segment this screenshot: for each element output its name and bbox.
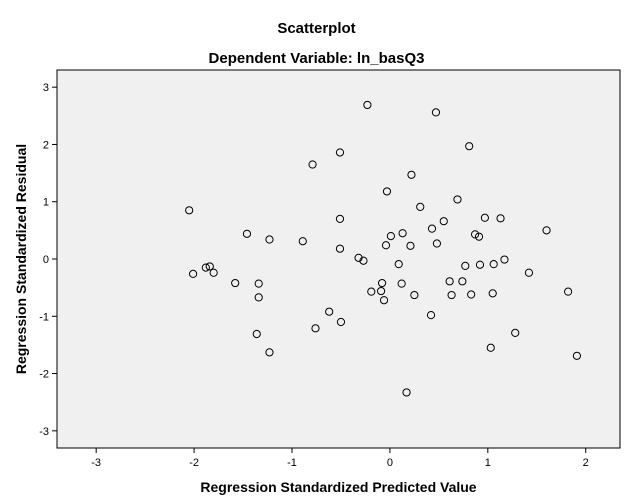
data-point [407, 170, 416, 179]
data-point [359, 256, 368, 265]
data-point [470, 230, 480, 239]
y-tick-label: 3 [43, 82, 49, 94]
data-point [254, 279, 263, 288]
data-point [382, 187, 392, 196]
data-point [386, 231, 395, 241]
data-point [402, 388, 411, 397]
data-point [445, 277, 454, 286]
data-point [367, 287, 376, 296]
x-axis-title: Regression Standardized Predicted Value [200, 479, 476, 495]
data-point [397, 279, 406, 288]
data-point [427, 224, 437, 233]
data-point [335, 244, 345, 253]
data-point [572, 351, 582, 360]
data-point [205, 262, 214, 271]
data-point [542, 226, 551, 235]
data-point [488, 289, 497, 298]
data-point [335, 214, 345, 224]
data-point [311, 324, 320, 333]
y-tick-label: -1 [39, 311, 49, 323]
x-tick-label: 1 [485, 457, 491, 469]
data-point [447, 290, 456, 300]
data-point [231, 278, 240, 288]
data-point [308, 160, 317, 169]
y-tick-label: -3 [39, 426, 49, 438]
y-tick-label: -2 [39, 369, 49, 381]
data-point [416, 202, 425, 211]
y-tick-label: 0 [43, 254, 49, 266]
data-point [465, 142, 474, 151]
data-point [406, 241, 415, 250]
x-tick-label: 2 [583, 457, 589, 469]
x-axis-ticks: -3 -2 -1 0 1 2 [91, 448, 589, 469]
data-point [254, 293, 263, 302]
data-point [511, 328, 520, 337]
data-point [398, 229, 407, 238]
data-point [335, 148, 345, 157]
y-tick-label: 1 [43, 197, 49, 209]
data-point [325, 307, 334, 316]
x-tick-label: -2 [189, 457, 199, 469]
data-point [475, 260, 485, 269]
x-tick-label: 0 [387, 457, 393, 469]
data-point [201, 263, 210, 272]
data-point [379, 296, 389, 305]
data-point [242, 229, 252, 238]
data-point [432, 239, 442, 248]
x-tick-label: -1 [287, 457, 297, 469]
plot-area [56, 69, 621, 449]
data-point [376, 286, 386, 296]
scatter-points [185, 100, 582, 397]
data-point [252, 329, 261, 339]
data-point [458, 277, 467, 286]
data-point [496, 214, 505, 223]
data-point [410, 290, 419, 300]
data-point [209, 268, 218, 277]
data-point [381, 241, 391, 250]
data-point [265, 235, 274, 244]
chart-subtitle: Dependent Variable: ln_basQ3 [208, 50, 425, 67]
data-point [336, 317, 346, 327]
data-point [480, 213, 489, 222]
data-point [467, 290, 476, 299]
data-point [426, 311, 436, 320]
data-point [377, 278, 387, 288]
data-point [500, 255, 509, 264]
x-tick-label: -3 [91, 457, 101, 469]
data-point [431, 108, 441, 117]
data-point [564, 287, 573, 296]
data-point [394, 260, 403, 269]
data-point [453, 195, 462, 204]
data-point [486, 343, 495, 352]
data-point [439, 217, 448, 226]
data-point [474, 232, 484, 241]
data-point [524, 268, 534, 277]
data-point [354, 253, 363, 262]
y-tick-label: 2 [43, 139, 49, 151]
data-point [265, 348, 274, 357]
chart-title: Scatterplot [277, 20, 356, 37]
data-point [363, 100, 372, 110]
y-axis-title: Regression Standardized Residual [13, 144, 29, 374]
y-axis-ticks: 3 2 1 0 -1 -2 -3 [39, 82, 57, 438]
data-point [461, 261, 470, 270]
data-point [188, 269, 198, 278]
data-point [489, 260, 498, 269]
data-point [185, 206, 194, 215]
data-point [298, 237, 307, 246]
